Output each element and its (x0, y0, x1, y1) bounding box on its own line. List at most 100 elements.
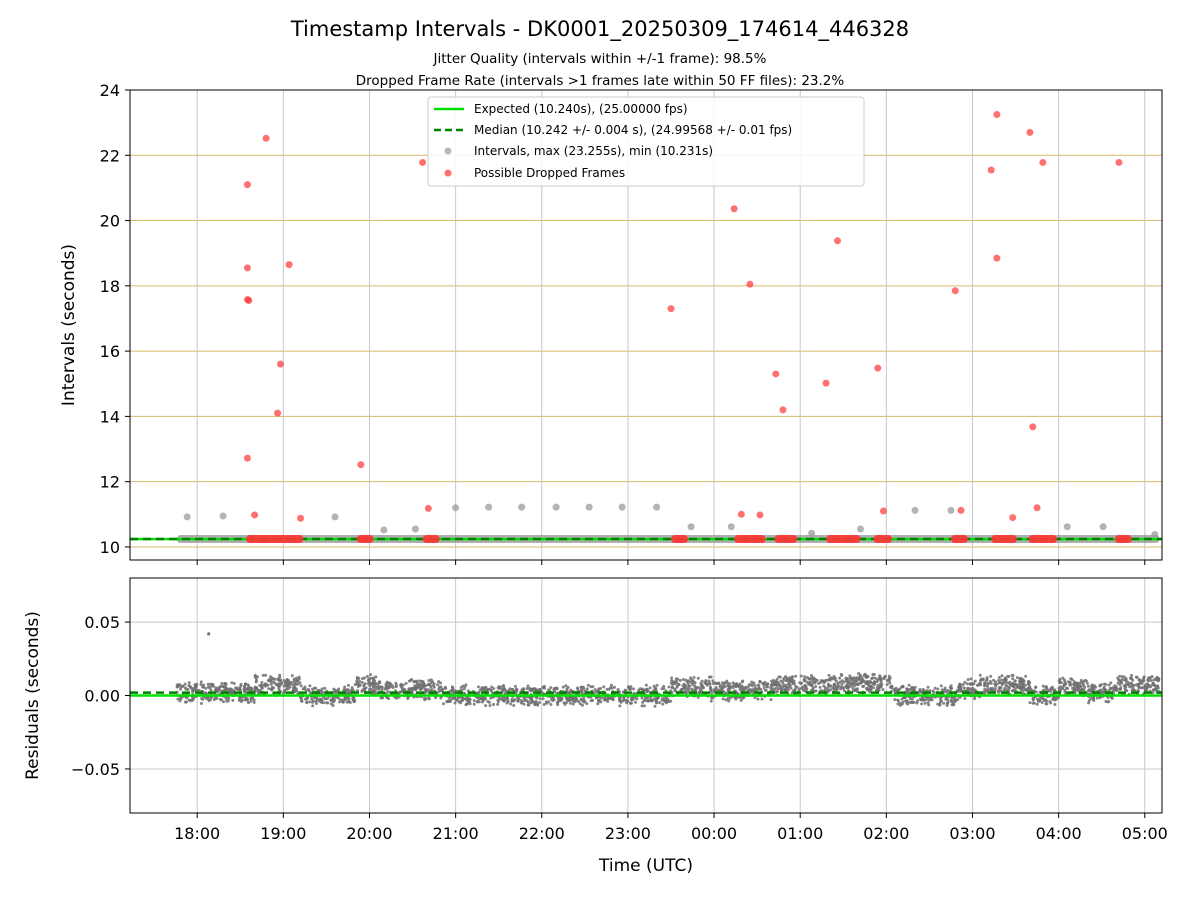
residual-point (1015, 676, 1019, 680)
residual-point (792, 681, 796, 685)
residual-point (600, 696, 604, 700)
residual-point (352, 696, 356, 700)
residual-point (1049, 687, 1053, 691)
dropped-frames-cluster (422, 535, 440, 544)
residual-point (662, 687, 666, 691)
residual-point (1102, 682, 1106, 686)
interval-point (552, 503, 560, 511)
residual-point (932, 691, 936, 695)
residual-point (1086, 684, 1090, 688)
residual-point (873, 676, 877, 680)
residual-point (314, 700, 318, 704)
dropped-frame-point (1039, 158, 1047, 166)
dropped-frames-cluster (1028, 535, 1058, 544)
residual-point (807, 677, 811, 681)
residual-point (788, 676, 792, 680)
residual-point (492, 703, 496, 707)
residual-point (451, 689, 455, 693)
residual-point (252, 700, 256, 704)
residual-point (1003, 680, 1007, 684)
residual-point (462, 687, 466, 691)
residual-point (337, 697, 341, 701)
residual-point (855, 688, 859, 692)
residual-point (338, 700, 342, 704)
residual-point (486, 700, 490, 704)
residual-point (692, 675, 696, 679)
residual-point (790, 691, 794, 695)
residual-point (1090, 686, 1094, 690)
residual-point (1122, 675, 1126, 679)
residual-point (777, 675, 781, 679)
residual-outlier-point (207, 632, 211, 636)
residual-point (586, 683, 590, 687)
interval-point (911, 506, 919, 514)
residual-point (989, 681, 993, 685)
residual-point (1151, 681, 1155, 685)
residual-point (371, 690, 375, 694)
residual-point (952, 703, 956, 707)
dropped-frames-cluster (356, 535, 374, 544)
residual-point (580, 685, 584, 689)
residual-point (256, 690, 260, 694)
x-axis-label: Time (UTC) (598, 856, 693, 876)
residual-point (444, 686, 448, 690)
residual-point (226, 699, 230, 703)
residual-point (343, 685, 347, 689)
intervals-y-tick-label: 16 (100, 342, 120, 361)
residual-point (1012, 685, 1016, 689)
residual-point (824, 679, 828, 683)
dropped-frame-point (243, 181, 251, 189)
residual-point (369, 682, 373, 686)
residual-point (1079, 684, 1083, 688)
residual-point (303, 685, 307, 689)
residual-point (750, 684, 754, 688)
residual-point (1006, 674, 1010, 678)
residual-point (1107, 689, 1111, 693)
dropped-frame-point (1026, 128, 1034, 136)
residual-point (727, 683, 731, 687)
residual-point (577, 700, 581, 704)
residual-point (528, 688, 532, 692)
dropped-frame-point (1115, 158, 1123, 166)
residual-point (1063, 682, 1067, 686)
residual-point (427, 679, 431, 683)
residual-point (363, 682, 367, 686)
residual-point (800, 681, 804, 685)
residual-point (415, 687, 419, 691)
residual-point (362, 687, 366, 691)
residual-point (963, 680, 967, 684)
residual-point (331, 700, 335, 704)
residual-point (754, 688, 758, 692)
residual-point (865, 675, 869, 679)
residual-point (673, 682, 677, 686)
residual-point (770, 679, 774, 683)
residual-point (278, 673, 282, 677)
residual-point (602, 685, 606, 689)
residual-point (481, 696, 485, 700)
intervals-y-tick-label: 24 (100, 81, 120, 100)
residual-point (589, 685, 593, 689)
residual-point (561, 685, 565, 689)
residual-point (501, 687, 505, 691)
residual-point (965, 682, 969, 686)
residual-point (244, 697, 248, 701)
residual-point (648, 686, 652, 690)
residual-point (574, 697, 578, 701)
residual-point (828, 684, 832, 688)
residual-point (460, 688, 464, 692)
residual-point (750, 689, 754, 693)
residual-point (1126, 683, 1130, 687)
residual-point (376, 683, 380, 687)
residual-point (300, 699, 304, 703)
residual-point (372, 685, 376, 689)
residual-point (565, 687, 569, 691)
residual-point (953, 698, 957, 702)
residual-point (1058, 677, 1062, 681)
residual-point (501, 684, 505, 688)
residual-point (775, 683, 779, 687)
residual-point (514, 687, 518, 691)
residual-point (640, 696, 644, 700)
residual-point (1104, 699, 1108, 703)
residual-point (760, 697, 764, 701)
residual-point (765, 685, 769, 689)
